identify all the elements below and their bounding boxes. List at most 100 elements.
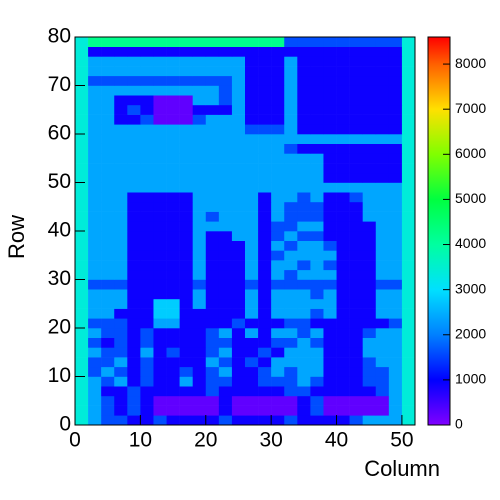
heatmap-cell: [336, 357, 350, 368]
heatmap-cell: [349, 153, 363, 164]
heatmap-cell: [192, 46, 207, 57]
heatmap-cell: [258, 172, 272, 183]
z-tick-label: 1000: [455, 371, 486, 387]
heatmap-cell: [362, 395, 377, 406]
heatmap-cell: [88, 376, 102, 387]
heatmap-cell: [388, 376, 403, 387]
heatmap-cell: [362, 37, 377, 47]
heatmap-cell: [245, 269, 259, 280]
heatmap-cell: [166, 386, 180, 397]
heatmap-cell: [192, 37, 207, 47]
heatmap-cell: [310, 250, 324, 261]
heatmap-cell: [245, 201, 259, 212]
heatmap-cell: [205, 231, 220, 241]
heatmap-cell: [388, 75, 403, 86]
heatmap-cell: [88, 405, 102, 416]
heatmap-cell: [114, 201, 128, 212]
heatmap-cell: [88, 269, 102, 280]
heatmap-cell: [166, 415, 180, 426]
heatmap-cell: [205, 221, 220, 232]
heatmap-cell: [310, 46, 324, 57]
heatmap-cell: [231, 221, 246, 232]
heatmap-cell: [179, 104, 193, 115]
heatmap-cell: [349, 269, 363, 280]
heatmap-cell: [88, 192, 102, 203]
heatmap-cell: [401, 250, 416, 261]
heatmap-cell: [336, 192, 350, 203]
heatmap-cell: [205, 95, 220, 106]
heatmap-cell: [375, 415, 390, 426]
heatmap-cell: [401, 366, 416, 377]
heatmap-cell: [245, 192, 259, 203]
heatmap-cell: [297, 240, 311, 251]
x-tick-label: 40: [325, 429, 348, 452]
heatmap-cell: [310, 172, 324, 183]
heatmap-cell: [231, 201, 246, 212]
heatmap-cell: [310, 95, 324, 106]
heatmap-cell: [88, 104, 102, 115]
heatmap-cell: [101, 279, 115, 290]
heatmap-cell: [140, 182, 154, 193]
heatmap-cell: [258, 85, 272, 96]
heatmap-cell: [231, 66, 246, 77]
heatmap-cell: [218, 250, 233, 261]
heatmap-cell: [153, 347, 167, 358]
heatmap-cell: [231, 153, 246, 164]
heatmap-cell: [362, 347, 377, 358]
heatmap-cell: [297, 308, 311, 319]
y-tick-label: 70: [48, 73, 71, 96]
heatmap-cell: [245, 318, 259, 329]
heatmap-cell: [75, 104, 89, 115]
heatmap-cell: [362, 298, 377, 309]
heatmap-cell: [231, 395, 246, 406]
heatmap-cell: [75, 134, 89, 144]
heatmap-cell: [258, 279, 272, 290]
heatmap-cell: [88, 357, 102, 368]
heatmap-cell: [153, 192, 167, 203]
heatmap-cell: [388, 211, 403, 222]
heatmap-cell: [101, 308, 115, 319]
heatmap-cell: [140, 201, 154, 212]
heatmap-cell: [101, 376, 115, 387]
heatmap-cell: [231, 298, 246, 309]
heatmap-cell: [88, 182, 102, 193]
heatmap-cell: [140, 124, 154, 135]
heatmap-cell: [88, 250, 102, 261]
heatmap-cell: [375, 240, 390, 251]
heatmap-cell: [166, 308, 180, 319]
heatmap-cell: [310, 56, 324, 67]
heatmap-cell: [192, 289, 207, 300]
heatmap-cell: [284, 415, 298, 426]
heatmap-cell: [349, 114, 363, 125]
heatmap-cell: [114, 134, 128, 144]
heatmap-cell: [297, 143, 311, 154]
heatmap-cell: [101, 395, 115, 406]
heatmap-cell: [323, 269, 337, 280]
heatmap-cell: [375, 231, 390, 241]
heatmap-cell: [218, 56, 233, 67]
heatmap-cell: [284, 289, 298, 300]
heatmap-cell: [375, 405, 390, 416]
heatmap-cell: [101, 405, 115, 416]
heatmap-cell: [388, 250, 403, 261]
heatmap-cell: [192, 279, 207, 290]
heatmap-cell: [192, 66, 207, 77]
heatmap-cell: [179, 376, 193, 387]
heatmap-cell: [349, 395, 363, 406]
heatmap-cell: [166, 405, 180, 416]
heatmap-cell: [297, 153, 311, 164]
heatmap-cell: [140, 231, 154, 241]
heatmap-cell: [114, 172, 128, 183]
heatmap-cell: [166, 260, 180, 271]
heatmap-cell: [101, 357, 115, 368]
heatmap-cell: [271, 250, 285, 261]
heatmap-cell: [166, 289, 180, 300]
heatmap-cell: [401, 269, 416, 280]
heatmap-cell: [323, 395, 337, 406]
heatmap-cell: [88, 386, 102, 397]
heatmap-cell: [205, 192, 220, 203]
heatmap-cell: [245, 104, 259, 115]
heatmap-cell: [271, 124, 285, 135]
heatmap-cell: [179, 114, 193, 125]
